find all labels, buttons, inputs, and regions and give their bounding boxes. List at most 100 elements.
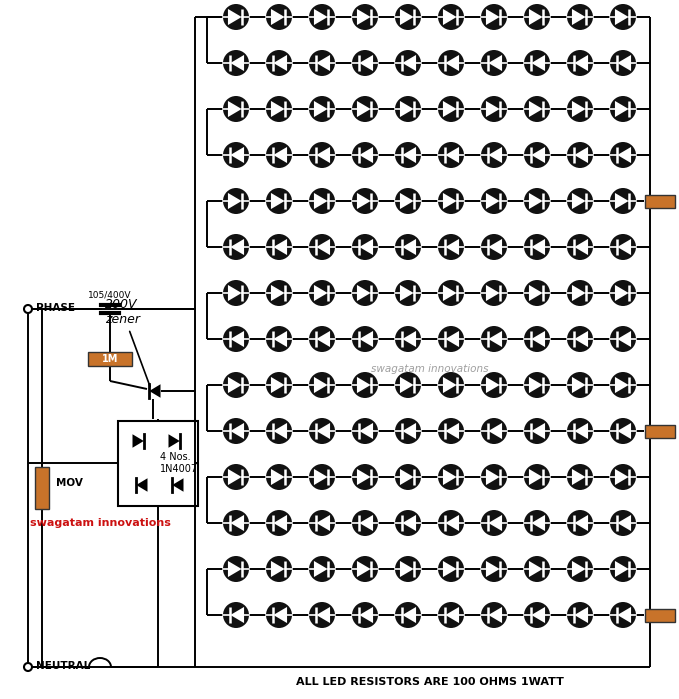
Circle shape xyxy=(438,510,464,536)
Text: swagatam innovations: swagatam innovations xyxy=(371,364,489,374)
Polygon shape xyxy=(615,9,629,25)
Polygon shape xyxy=(617,423,631,439)
Circle shape xyxy=(266,188,292,214)
Polygon shape xyxy=(274,515,287,531)
Circle shape xyxy=(610,418,636,444)
Circle shape xyxy=(223,556,249,582)
Circle shape xyxy=(481,188,507,214)
Polygon shape xyxy=(403,515,416,531)
Polygon shape xyxy=(357,561,371,577)
Circle shape xyxy=(309,280,335,306)
Polygon shape xyxy=(357,469,371,485)
Polygon shape xyxy=(230,607,244,623)
Text: 105/400V: 105/400V xyxy=(88,290,132,299)
Polygon shape xyxy=(271,101,285,117)
Polygon shape xyxy=(532,607,545,623)
Polygon shape xyxy=(400,101,414,117)
Polygon shape xyxy=(574,515,588,531)
Polygon shape xyxy=(357,101,371,117)
Polygon shape xyxy=(230,239,244,255)
Circle shape xyxy=(309,188,335,214)
Circle shape xyxy=(567,280,593,306)
Circle shape xyxy=(309,234,335,260)
Circle shape xyxy=(481,96,507,122)
Polygon shape xyxy=(529,9,543,25)
Circle shape xyxy=(309,418,335,444)
Circle shape xyxy=(524,142,550,168)
Polygon shape xyxy=(488,239,502,255)
Polygon shape xyxy=(617,147,631,163)
Circle shape xyxy=(395,602,421,628)
Circle shape xyxy=(223,96,249,122)
Polygon shape xyxy=(529,193,543,209)
Circle shape xyxy=(395,96,421,122)
Circle shape xyxy=(223,188,249,214)
Circle shape xyxy=(438,326,464,352)
Polygon shape xyxy=(486,377,500,393)
Circle shape xyxy=(524,372,550,398)
Circle shape xyxy=(438,602,464,628)
Circle shape xyxy=(395,464,421,490)
Polygon shape xyxy=(445,331,459,347)
Polygon shape xyxy=(574,423,588,439)
Polygon shape xyxy=(274,55,287,71)
Circle shape xyxy=(266,50,292,76)
Polygon shape xyxy=(617,239,631,255)
Circle shape xyxy=(567,326,593,352)
Circle shape xyxy=(481,464,507,490)
Circle shape xyxy=(266,556,292,582)
Circle shape xyxy=(567,234,593,260)
Circle shape xyxy=(24,305,32,313)
Circle shape xyxy=(24,663,32,671)
Circle shape xyxy=(567,510,593,536)
Polygon shape xyxy=(228,469,242,485)
Polygon shape xyxy=(271,561,285,577)
Polygon shape xyxy=(572,469,586,485)
Circle shape xyxy=(610,326,636,352)
Text: ALL LED RESISTORS ARE 100 OHMS 1WATT: ALL LED RESISTORS ARE 100 OHMS 1WATT xyxy=(296,677,564,687)
Circle shape xyxy=(524,556,550,582)
Bar xyxy=(118,421,198,505)
Polygon shape xyxy=(529,285,543,301)
Circle shape xyxy=(567,4,593,30)
Polygon shape xyxy=(230,515,244,531)
Circle shape xyxy=(266,418,292,444)
Circle shape xyxy=(352,280,378,306)
Polygon shape xyxy=(314,469,328,485)
Circle shape xyxy=(309,50,335,76)
Circle shape xyxy=(438,464,464,490)
Circle shape xyxy=(438,142,464,168)
Circle shape xyxy=(266,510,292,536)
Circle shape xyxy=(438,96,464,122)
Circle shape xyxy=(352,556,378,582)
Polygon shape xyxy=(400,193,414,209)
Circle shape xyxy=(395,326,421,352)
Circle shape xyxy=(567,142,593,168)
Circle shape xyxy=(266,142,292,168)
Circle shape xyxy=(309,464,335,490)
Polygon shape xyxy=(274,607,287,623)
Circle shape xyxy=(438,4,464,30)
Polygon shape xyxy=(443,285,457,301)
Polygon shape xyxy=(617,607,631,623)
Circle shape xyxy=(266,4,292,30)
Polygon shape xyxy=(486,285,500,301)
Circle shape xyxy=(266,602,292,628)
Polygon shape xyxy=(403,239,416,255)
Polygon shape xyxy=(486,561,500,577)
Circle shape xyxy=(610,50,636,76)
Circle shape xyxy=(223,50,249,76)
Polygon shape xyxy=(529,469,543,485)
Polygon shape xyxy=(316,423,330,439)
Polygon shape xyxy=(615,561,629,577)
Circle shape xyxy=(395,280,421,306)
Polygon shape xyxy=(271,193,285,209)
Text: swagatam innovations: swagatam innovations xyxy=(30,518,171,528)
Polygon shape xyxy=(574,239,588,255)
FancyBboxPatch shape xyxy=(645,609,675,621)
Circle shape xyxy=(481,372,507,398)
Polygon shape xyxy=(443,469,457,485)
Circle shape xyxy=(352,234,378,260)
Polygon shape xyxy=(316,147,330,163)
Circle shape xyxy=(223,142,249,168)
